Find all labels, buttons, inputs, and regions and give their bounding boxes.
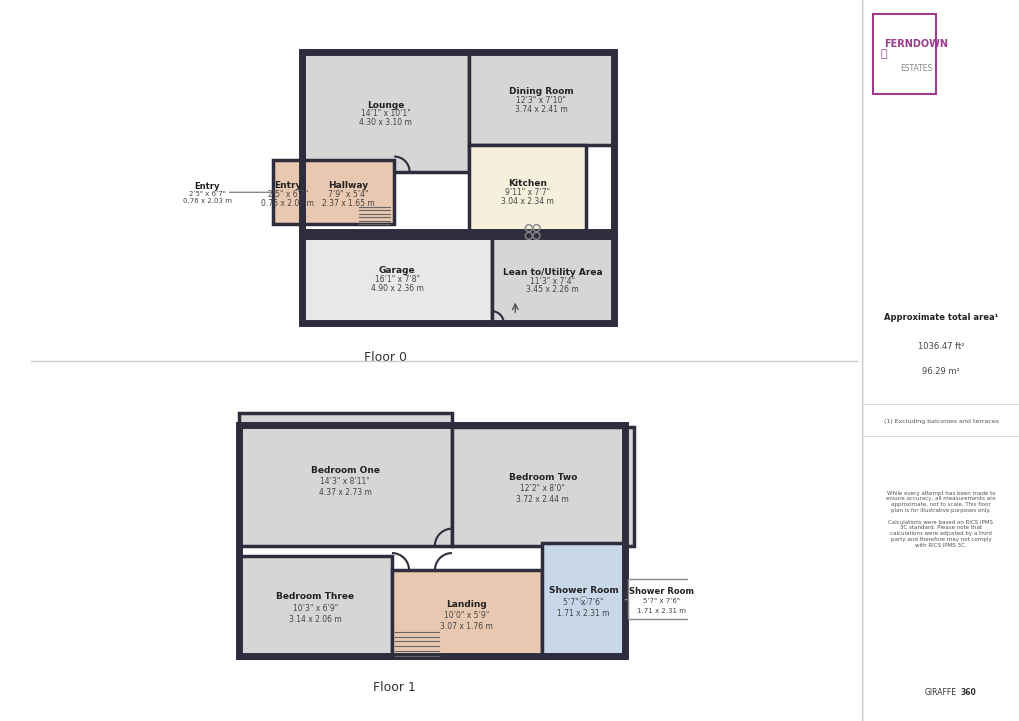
Text: Lounge: Lounge — [367, 100, 404, 110]
Bar — [303, 52, 613, 236]
Text: 3.14 x 2.06 m: 3.14 x 2.06 m — [288, 615, 341, 624]
Text: 3.45 x 2.26 m: 3.45 x 2.26 m — [526, 286, 579, 294]
Text: 10’3" x 6’9": 10’3" x 6’9" — [292, 603, 337, 613]
Bar — [391, 570, 541, 656]
Text: 3.04 x 2.34 m: 3.04 x 2.34 m — [500, 197, 553, 206]
Text: ESTATES: ESTATES — [900, 64, 931, 73]
Text: While every attempt has been made to
ensure accuracy, all measurements are
appro: While every attempt has been made to ens… — [886, 490, 995, 548]
Text: 16’1" x 7’8": 16’1" x 7’8" — [374, 275, 420, 283]
Bar — [303, 231, 491, 323]
Bar — [238, 425, 625, 656]
Text: Entry: Entry — [195, 182, 220, 191]
Text: 2’5" x 6’7": 2’5" x 6’7" — [267, 190, 308, 199]
Text: 12’2" x 8’0": 12’2" x 8’0" — [520, 484, 565, 493]
Bar — [303, 231, 613, 323]
Text: 1.71 x 2.31 m: 1.71 x 2.31 m — [556, 609, 609, 618]
Text: GIRAFFE: GIRAFFE — [924, 688, 956, 696]
Text: 1.71 x 2.31 m: 1.71 x 2.31 m — [637, 608, 686, 614]
Text: Floor 0: Floor 0 — [364, 351, 407, 364]
Bar — [238, 412, 451, 546]
Text: 4.37 x 2.73 m: 4.37 x 2.73 m — [319, 488, 372, 497]
Text: Lean to/Utility Area: Lean to/Utility Area — [502, 267, 602, 277]
Text: 2’5" x 6’7": 2’5" x 6’7" — [189, 191, 225, 198]
Bar — [273, 160, 303, 224]
Text: 10’0" x 5’9": 10’0" x 5’9" — [444, 611, 489, 620]
Text: Landing: Landing — [446, 600, 487, 609]
Text: 1036.47 ft²: 1036.47 ft² — [917, 342, 963, 350]
Text: 4.30 x 3.10 m: 4.30 x 3.10 m — [359, 118, 412, 128]
Text: Bedroom Two: Bedroom Two — [508, 473, 577, 482]
Text: Hallway: Hallway — [328, 181, 368, 190]
FancyBboxPatch shape — [627, 579, 695, 619]
Text: Shower Room: Shower Room — [548, 586, 618, 596]
Text: Approximate total area¹: Approximate total area¹ — [882, 313, 998, 322]
Text: 🌿: 🌿 — [879, 49, 887, 59]
Text: Bedroom One: Bedroom One — [311, 466, 379, 475]
Text: FERNDOWN: FERNDOWN — [883, 40, 948, 49]
Text: Entry: Entry — [274, 181, 302, 190]
Text: 5’7" x 7’6": 5’7" x 7’6" — [562, 598, 603, 606]
Text: 0.76 x 2.03 m: 0.76 x 2.03 m — [182, 198, 231, 204]
FancyBboxPatch shape — [872, 14, 935, 94]
Text: 12’3" x 7’10": 12’3" x 7’10" — [516, 96, 566, 105]
Text: 7’9" x 5’4": 7’9" x 5’4" — [328, 190, 368, 199]
Text: 14’1" x 10’1": 14’1" x 10’1" — [361, 110, 410, 118]
Text: Dining Room: Dining Room — [508, 87, 573, 96]
Bar — [469, 146, 586, 236]
Bar — [541, 544, 625, 656]
Bar — [451, 427, 633, 546]
Text: 9’11" x 7’7": 9’11" x 7’7" — [504, 188, 549, 197]
Text: 11’3" x 7’4": 11’3" x 7’4" — [530, 277, 575, 286]
Text: 14’3" x 8’11": 14’3" x 8’11" — [320, 477, 370, 486]
Bar — [469, 52, 613, 146]
Bar — [238, 555, 391, 656]
Text: ○: ○ — [578, 595, 588, 605]
Text: Kitchen: Kitchen — [507, 179, 546, 188]
Text: 360: 360 — [960, 688, 975, 696]
Text: 3.07 x 1.76 m: 3.07 x 1.76 m — [440, 622, 493, 632]
Text: 0.76 x 2.03 m: 0.76 x 2.03 m — [261, 198, 314, 208]
Bar — [303, 160, 393, 224]
Text: 4.90 x 2.36 m: 4.90 x 2.36 m — [371, 283, 423, 293]
Text: Bedroom Three: Bedroom Three — [276, 593, 354, 601]
Text: 5’7" x 7’6": 5’7" x 7’6" — [643, 598, 680, 604]
Text: Garage: Garage — [379, 266, 415, 275]
Text: 3.72 x 2.44 m: 3.72 x 2.44 m — [516, 495, 569, 505]
FancyBboxPatch shape — [185, 176, 228, 208]
Text: 3.74 x 2.41 m: 3.74 x 2.41 m — [515, 105, 567, 114]
Text: (1) Excluding balconies and terraces: (1) Excluding balconies and terraces — [882, 420, 998, 424]
Text: 2.37 x 1.65 m: 2.37 x 1.65 m — [322, 198, 374, 208]
Text: Shower Room: Shower Room — [629, 587, 694, 596]
Text: 96.29 m²: 96.29 m² — [921, 367, 959, 376]
Bar — [491, 236, 613, 323]
Text: Floor 1: Floor 1 — [373, 681, 416, 694]
Bar — [303, 52, 469, 172]
